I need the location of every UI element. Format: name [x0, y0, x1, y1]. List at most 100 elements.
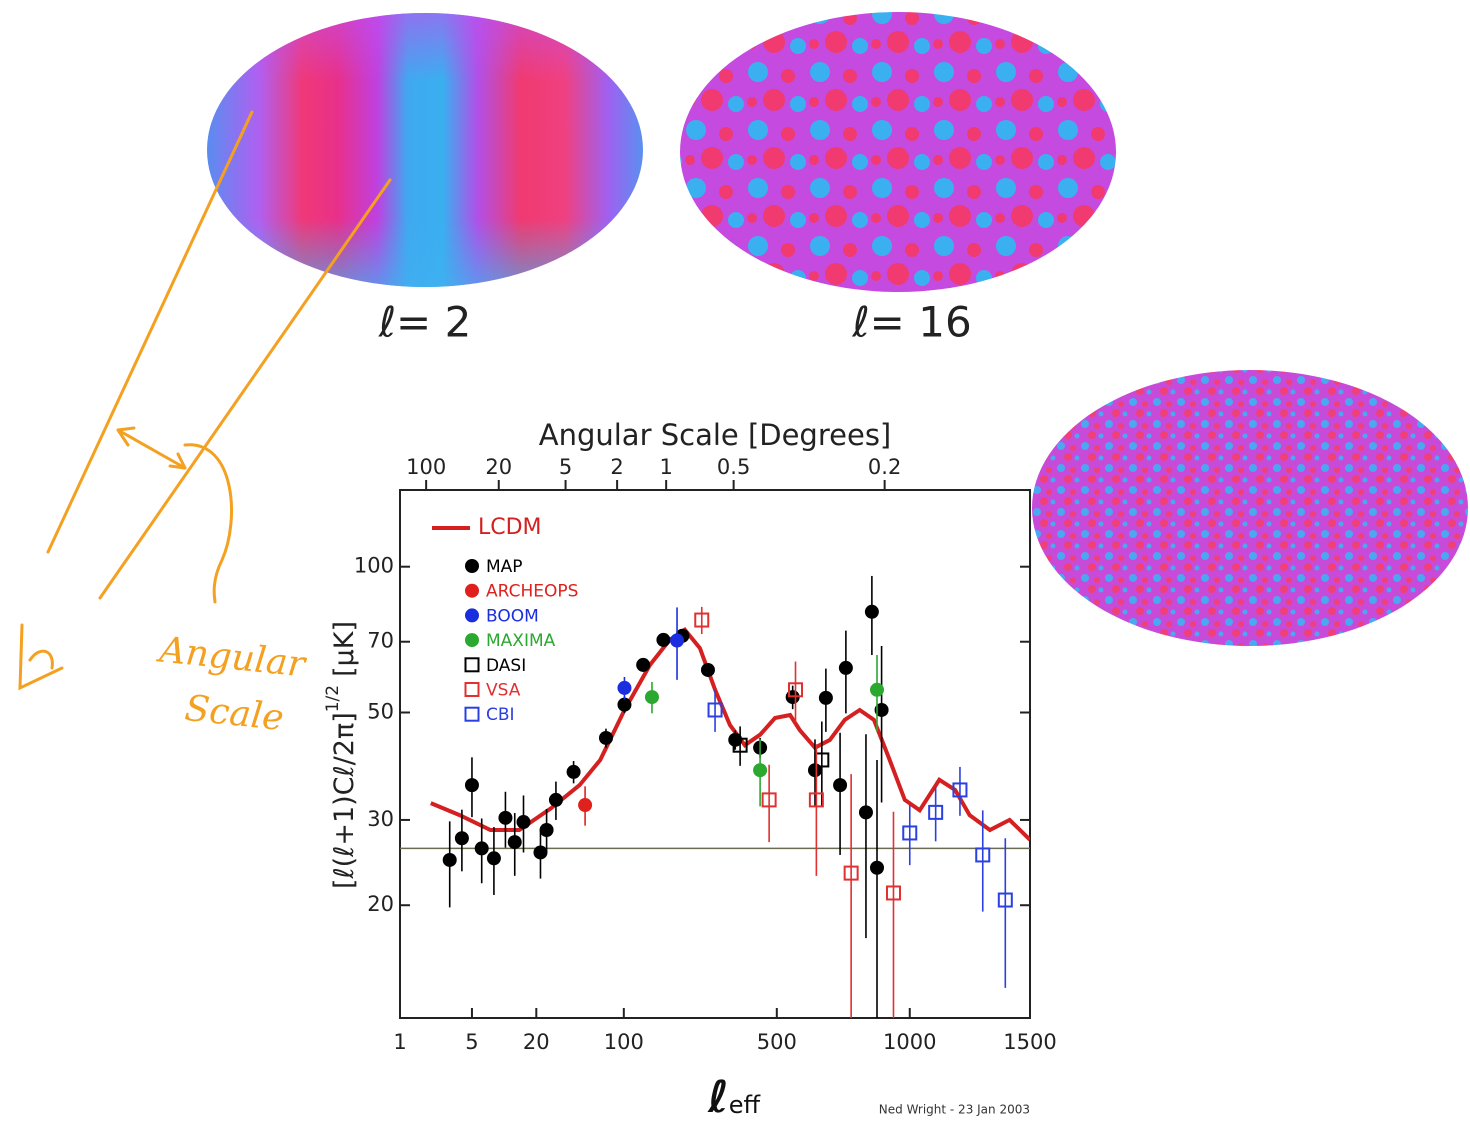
- data-point: [617, 697, 632, 712]
- data-point: [707, 702, 723, 718]
- data-point: [498, 810, 513, 825]
- data-point: [808, 792, 824, 808]
- double-arrow: [116, 426, 187, 470]
- data-point: [644, 690, 659, 705]
- x-tick-label: 20: [523, 1030, 550, 1054]
- x-tick-label: 1500: [1003, 1030, 1056, 1054]
- x2-axis-title: Angular Scale [Degrees]: [539, 418, 892, 452]
- sky-map-l16: [680, 12, 1116, 292]
- data-point: [548, 792, 563, 807]
- y-tick-label: 100: [354, 554, 394, 578]
- legend-label: BOOM: [486, 606, 539, 626]
- x-tick-label: 5: [465, 1030, 478, 1054]
- x2-tick-label: 100: [406, 455, 446, 479]
- y-tick-label: 30: [367, 807, 394, 831]
- x-label: ℓ: [707, 1072, 729, 1123]
- data-point: [694, 612, 710, 628]
- x2-tick-label: 20: [485, 455, 512, 479]
- plot-frame: [399, 489, 1031, 1019]
- legend-label: MAXIMA: [486, 631, 556, 651]
- annotation: Angular: [155, 629, 309, 685]
- y-tick-label: 70: [367, 629, 394, 653]
- data-point: [732, 737, 748, 753]
- data-point: [818, 690, 833, 705]
- data-point: [474, 841, 489, 856]
- data-point: [566, 764, 581, 779]
- legend-swatch: [464, 682, 480, 697]
- sightline: [98, 178, 392, 600]
- data-point: [952, 782, 968, 798]
- x2-tick-label: 5: [559, 455, 572, 479]
- legend-label: ARCHEOPS: [486, 582, 578, 602]
- arc: [183, 443, 233, 604]
- map-label: ℓ= 16: [851, 298, 971, 347]
- model-curve: [430, 627, 1030, 842]
- data-point: [442, 852, 457, 867]
- hand-drawing: [18, 110, 392, 691]
- data-point: [728, 732, 743, 747]
- y-label-exponent: 1/2: [323, 685, 343, 712]
- legend-label: VSA: [486, 681, 521, 701]
- eye: [18, 623, 64, 691]
- data-point: [761, 792, 777, 808]
- y-tick-label: 20: [367, 892, 394, 916]
- data-point: [928, 804, 944, 820]
- data-point: [874, 702, 889, 717]
- annotation: Scale: [183, 688, 286, 739]
- x-tick-label: 1: [393, 1030, 406, 1054]
- sky-map-shading: [207, 13, 643, 287]
- y-label-unit: [μK]: [329, 621, 360, 677]
- data-point: [833, 778, 848, 793]
- data-point: [885, 885, 901, 901]
- data-point: [843, 865, 859, 881]
- legend-swatch: [465, 633, 479, 648]
- data-point: [753, 763, 768, 778]
- data-point: [870, 682, 885, 697]
- data-point: [507, 835, 522, 850]
- credit: Ned Wright - 23 Jan 2003: [879, 1103, 1030, 1117]
- map-label: ℓ= 2: [378, 298, 472, 347]
- x-tick-label: 100: [604, 1030, 644, 1054]
- data-point: [975, 847, 991, 863]
- legend-label: CBI: [486, 705, 515, 725]
- data-point: [700, 662, 715, 677]
- legend-swatch: [465, 583, 479, 598]
- data-point: [598, 730, 613, 745]
- data-point: [864, 604, 879, 619]
- sky-map-wmap: [1032, 370, 1468, 646]
- data-point: [454, 831, 469, 846]
- x-axis-title: ℓeff: [707, 1072, 761, 1123]
- data-point: [636, 657, 651, 672]
- x-tick-label: 1000: [883, 1030, 936, 1054]
- data-point: [656, 632, 671, 647]
- data-point: [858, 805, 873, 820]
- y-axis-title: [ℓ(ℓ+1)Cℓ/2π]1/2 [μK]: [323, 621, 360, 889]
- data-point: [838, 660, 853, 675]
- x2-tick-label: 1: [659, 455, 672, 479]
- data-point: [870, 860, 885, 875]
- legend-label: DASI: [486, 656, 526, 676]
- data-point: [997, 892, 1013, 908]
- data-point: [617, 680, 632, 695]
- y-tick-label: 50: [367, 699, 394, 723]
- data-point: [533, 845, 548, 860]
- x-tick-label: 500: [757, 1030, 797, 1054]
- data-point: [788, 682, 804, 698]
- x2-tick-label: 2: [610, 455, 623, 479]
- legend-swatch: [464, 657, 480, 673]
- legend-label: LCDM: [478, 515, 542, 540]
- legend-label: MAP: [486, 557, 523, 577]
- data-point: [578, 798, 593, 813]
- data-point: [486, 851, 501, 866]
- legend-swatch: [465, 608, 479, 623]
- data-point: [539, 822, 554, 837]
- legend-swatch: [465, 559, 479, 573]
- data-point: [516, 815, 531, 830]
- x-label-subscript: eff: [729, 1091, 761, 1119]
- legend-swatch: [464, 706, 480, 722]
- y-label: [ℓ(ℓ+1)Cℓ/2π]: [329, 712, 360, 889]
- plot-area: [400, 575, 1030, 1018]
- x2-tick-label: 0.5: [717, 455, 750, 479]
